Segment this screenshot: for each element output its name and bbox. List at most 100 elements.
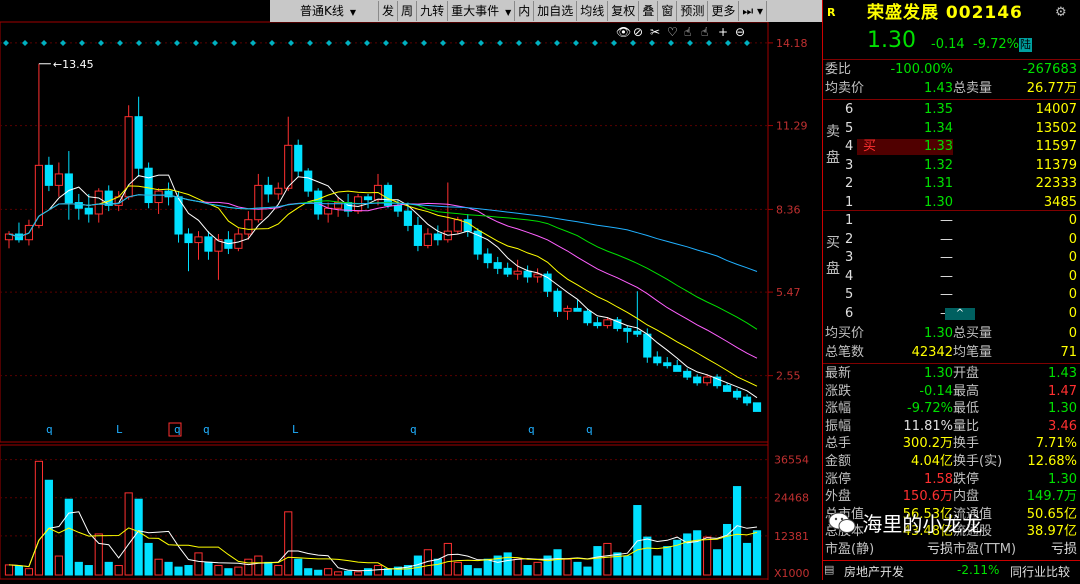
stats-row: 涨跌 -0.14 最高 1.47: [823, 383, 1080, 401]
toolbar-item-3[interactable]: 九转: [417, 1, 449, 21]
toolbar-item-5[interactable]: 内: [515, 1, 535, 21]
volume-bar: [344, 570, 353, 576]
kline-chart[interactable]: 14.18 11.29 8.36 5.47 2.55 36554 24468 12381 X10…: [0, 0, 822, 580]
stat-label: 涨幅: [825, 401, 852, 417]
event-diamond-icon: [174, 40, 180, 46]
settings-gear-icon[interactable]: ⚙: [1055, 5, 1067, 20]
candle-body: [134, 116, 143, 169]
volume-bar: [623, 555, 632, 576]
toolbar-item-4[interactable]: 重大事件: [448, 1, 516, 21]
volume-ma5-line: [8, 511, 758, 572]
sell-level-3[interactable]: 3 1.32 11379: [823, 157, 1080, 175]
candle-body: [393, 204, 403, 212]
toolbar-item-12[interactable]: 更多: [708, 1, 740, 21]
candle-body: [403, 210, 413, 226]
level-number: 4: [845, 139, 854, 154]
expand-toggle[interactable]: ^: [823, 308, 1080, 322]
candle-body: [104, 190, 113, 206]
toolbar-item-1[interactable]: 发: [379, 1, 399, 21]
volume-bar: [443, 542, 452, 576]
volume-bar: [732, 486, 742, 576]
volume-tick-label: 24468: [774, 492, 809, 505]
buy-level-3[interactable]: 3 — 0: [823, 249, 1080, 267]
sell-level-5[interactable]: 5 1.34 13502: [823, 120, 1080, 138]
stat-value: 1.30: [924, 366, 953, 381]
sell-level-6[interactable]: 6 1.35 14007: [823, 101, 1080, 119]
candle-body: [64, 173, 73, 204]
stat-label: 最高: [953, 383, 980, 399]
chart-tool-icon: ✂: [650, 25, 660, 39]
total-trades-row: 总笔数 42342 均笔量 71: [825, 345, 1077, 360]
volume-bar: [334, 571, 343, 576]
toolbar-item-10[interactable]: 窗: [658, 1, 678, 21]
price-panel-frame: [0, 21, 769, 443]
stat-label: 振幅: [825, 418, 852, 434]
toolbar-item-11[interactable]: 预测: [677, 1, 709, 21]
volume-bar: [74, 561, 83, 576]
event-diamond-icon: [516, 40, 522, 46]
industry-name[interactable]: 房地产开发: [844, 565, 905, 579]
toolbar-item-6[interactable]: 加自选: [534, 1, 578, 21]
volume-bar: [603, 542, 612, 576]
toolbar-item-0[interactable]: 普通K线: [270, 1, 380, 21]
buy-level-5[interactable]: 5 — 0: [823, 286, 1080, 304]
kline-chart-area[interactable]: 14.18 11.29 8.36 5.47 2.55 36554 24468 12381 X10…: [0, 0, 822, 580]
candle-body: [623, 327, 632, 332]
wechat-icon: [828, 512, 856, 534]
order-price: —: [940, 287, 953, 302]
volume-bar: [324, 568, 333, 576]
volume-bar: [483, 558, 492, 576]
candle-body: [334, 202, 343, 209]
chevron-up-icon[interactable]: ^: [945, 308, 975, 320]
price-tick-label: 14.18: [776, 37, 808, 50]
order-price: 1.34: [924, 120, 953, 136]
volume-tick-label: 12381: [774, 530, 809, 543]
volume-bar: [14, 565, 24, 576]
volume-bar: [583, 566, 592, 576]
stat-label: 市盈(静): [825, 542, 875, 557]
stats-row: 金额 4.04亿 换手(实) 12.68%: [823, 453, 1080, 471]
toolbar-item-2[interactable]: 周: [398, 1, 418, 21]
stat-value: 149.7万: [1026, 489, 1077, 505]
stat-label: 总手: [825, 436, 852, 452]
stats-row: 最新 1.30 开盘 1.43: [823, 365, 1080, 383]
stock-title: 荣盛发展 002146: [867, 3, 1023, 23]
volume-bar: [703, 536, 712, 576]
toolbar-expand-icon[interactable]: ⏭ ▾: [739, 1, 768, 21]
event-diamond-icon: [573, 40, 579, 46]
stat-label: 量比: [953, 418, 980, 434]
chart-tool-icon: 👁: [616, 25, 631, 39]
buy-level-2[interactable]: 2 — 0: [823, 231, 1080, 249]
volume-bar: [64, 498, 73, 576]
candle-body: [503, 267, 512, 275]
buy-level-4[interactable]: 4 — 0: [823, 268, 1080, 286]
industry-compare-link[interactable]: 同行业比较: [1010, 565, 1071, 579]
event-diamond-icon: [307, 40, 313, 46]
sell-level-4[interactable]: 4 买 1.33 11597: [823, 138, 1080, 156]
candle-body: [723, 385, 732, 392]
toolbar-item-8[interactable]: 复权: [608, 1, 640, 21]
event-marker-label: q: [46, 423, 53, 436]
event-marker-label: q: [174, 423, 181, 436]
quote-panel: R 荣盛发展 002146 ⚙ 1.30 -0.14 -9.72% 陆 委比 -…: [822, 0, 1080, 580]
stat-label: 流通股: [953, 524, 993, 540]
candle-body: [703, 376, 712, 384]
order-volume: 22333: [1035, 176, 1077, 191]
ma5-line: [8, 174, 758, 399]
sell-level-1[interactable]: 1 1.30 3485: [823, 194, 1080, 212]
candle-body: [44, 164, 53, 186]
latest-price: 1.30: [867, 28, 916, 53]
candle-body: [214, 239, 223, 252]
buy-level-1[interactable]: 1 — 0: [823, 212, 1080, 230]
candle-body: [683, 370, 692, 378]
event-diamond-icon: [269, 40, 275, 46]
level-number: 3: [845, 250, 854, 265]
stat-value: 亏损: [1050, 542, 1077, 557]
sell-level-2[interactable]: 2 1.31 22333: [823, 175, 1080, 193]
stat-value: 300.2万: [902, 436, 953, 452]
event-diamond-icon: [212, 40, 218, 46]
toolbar-item-9[interactable]: 叠: [639, 1, 659, 21]
max-price-label: ←13.45: [53, 58, 94, 71]
toolbar-item-7[interactable]: 均线: [577, 1, 609, 21]
volume-bar: [84, 565, 93, 576]
